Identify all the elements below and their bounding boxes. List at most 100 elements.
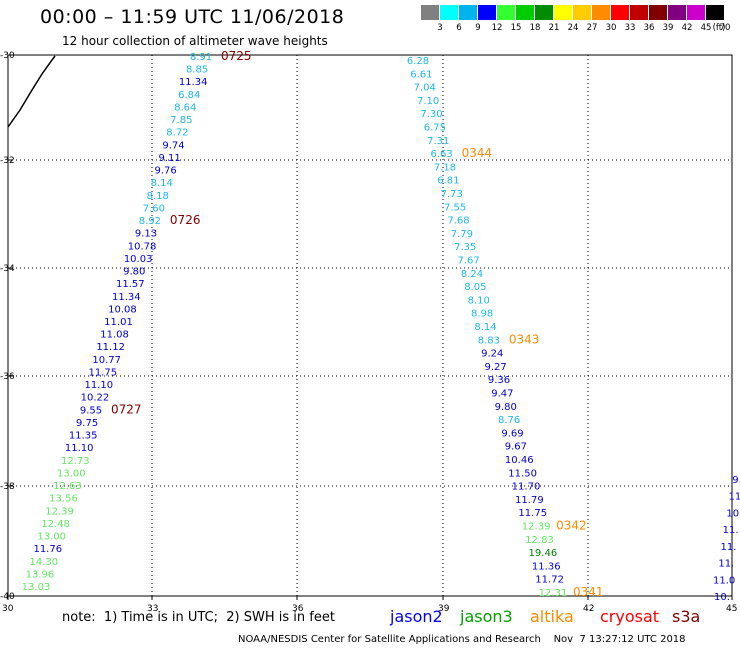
wave-height-value: 8.24 — [461, 269, 483, 280]
scale-label-3: 3 — [437, 23, 443, 33]
pass-time-label: 0343 — [509, 332, 540, 346]
scale-label-15: 15 — [510, 23, 522, 33]
wave-height-value: 10. — [714, 592, 730, 603]
scale-unit: (ft) — [712, 23, 726, 33]
wave-height-value: 12.39 — [45, 506, 74, 517]
scale-swatch-39 — [649, 5, 668, 20]
wave-height-value: 11.57 — [116, 279, 145, 290]
wave-height-value: 11. — [718, 559, 734, 570]
wave-height-value: 11.34 — [112, 292, 141, 303]
wave-height-value: 10.03 — [124, 254, 153, 265]
wave-height-value: 10.46 — [505, 455, 534, 466]
scale-label-39: 39 — [662, 23, 674, 33]
wave-height-value: 11 — [728, 492, 740, 503]
wave-height-value: 9.36 — [488, 375, 510, 386]
legend-jason3: jason3 — [460, 607, 513, 626]
scale-swatch-36 — [630, 5, 649, 20]
scale-swatch-30 — [592, 5, 611, 20]
wave-height-value: 11.36 — [532, 561, 561, 572]
wave-height-value: 10.08 — [108, 304, 137, 315]
wave-height-value: 11.12 — [96, 342, 125, 353]
legend-s3a: s3a — [672, 607, 701, 626]
wave-height-value: 9.47 — [491, 389, 513, 400]
wave-height-value: 9.75 — [76, 418, 98, 429]
wave-height-value: 13.00 — [37, 532, 66, 543]
wave-height-value: 9.69 — [501, 428, 523, 439]
pass-time-label: 0726 — [170, 213, 201, 227]
wave-height-value: 11.72 — [535, 575, 564, 586]
wave-height-value: 7.68 — [447, 216, 469, 227]
x-tick-label: 39 — [438, 604, 450, 614]
wave-height-value: 9.80 — [123, 267, 145, 278]
wave-height-value: 9.80 — [495, 402, 517, 413]
map-border — [7, 54, 733, 597]
wave-height-value: 7.10 — [417, 96, 439, 107]
wave-height-value: 11.75 — [88, 367, 117, 378]
wave-height-value: 8.05 — [464, 282, 486, 293]
wave-height-value: 11.75 — [518, 508, 547, 519]
wave-height-value: 9.76 — [155, 166, 177, 177]
wave-height-value: 8.14 — [474, 322, 496, 333]
wave-height-value: 19.46 — [529, 548, 558, 559]
scale-swatch-21 — [535, 5, 554, 20]
wave-height-value: 11.0 — [713, 575, 735, 586]
wave-height-value: 7.35 — [454, 242, 476, 253]
wave-height-value: 9.74 — [162, 140, 184, 151]
axis-ticks: 30 33 36 39 42 45 -30 -32 -34 -36 -38 -40 — [0, 51, 737, 614]
legend-cryosat: cryosat — [600, 607, 660, 626]
scale-label-30: 30 — [605, 23, 617, 33]
scale-label-27: 27 — [586, 23, 598, 33]
wave-height-value: 11.01 — [104, 317, 133, 328]
wave-height-value: 12.39 — [522, 522, 551, 533]
pass-time-label: 0727 — [111, 402, 142, 416]
legend-jason2: jason2 — [390, 607, 443, 626]
page-title: 00:00 – 11:59 UTC 11/06/2018 — [40, 6, 345, 28]
wave-height-value: 12.63 — [53, 481, 82, 492]
scale-label-42: 42 — [681, 23, 693, 33]
wave-height-value: 7.30 — [420, 109, 442, 120]
x-tick-label: 33 — [147, 604, 158, 614]
scale-label-33: 33 — [624, 23, 636, 33]
x-tick-label: 36 — [292, 604, 304, 614]
wave-height-value: 7.31 — [427, 136, 449, 147]
wave-height-value: 8.91 — [190, 52, 212, 63]
scale-label-24: 24 — [567, 23, 579, 33]
scale-label-21: 21 — [548, 23, 560, 33]
scale-swatch-18 — [516, 5, 535, 20]
scale-swatch-70 — [706, 5, 725, 20]
wave-height-value: 7.18 — [434, 162, 456, 173]
wave-height-value: 7.67 — [457, 256, 479, 267]
wave-height-value: 11.76 — [33, 544, 62, 555]
y-tick-label: -30 — [0, 51, 15, 61]
scale-label-36: 36 — [643, 23, 655, 33]
wave-height-value: 10.77 — [92, 355, 121, 366]
wave-height-value: 6.61 — [410, 69, 432, 80]
wave-height-value: 11.79 — [515, 495, 544, 506]
pass-time-label: 0341 — [573, 585, 604, 599]
wave-height-value: 7.73 — [441, 189, 463, 200]
wave-height-value: 7.04 — [414, 83, 436, 94]
wave-height-value: 11.35 — [69, 431, 98, 442]
wave-height-value: 6.84 — [178, 90, 200, 101]
scale-label-18: 18 — [529, 23, 541, 33]
wave-height-value: 12.83 — [525, 535, 554, 546]
page-subtitle: 12 hour collection of altimeter wave hei… — [62, 34, 328, 48]
wave-height-value: 12.73 — [61, 456, 90, 467]
y-tick-label: -32 — [0, 156, 15, 166]
scale-swatch-24 — [554, 5, 573, 20]
x-tick-label: 45 — [726, 604, 737, 614]
observation-labels: 8.918.8511.346.848.647.858.729.749.119.7… — [22, 49, 740, 603]
scale-label-6: 6 — [456, 23, 462, 33]
wave-height-value: 11. — [720, 542, 736, 553]
scale-label-45: 45 — [700, 23, 712, 33]
wave-height-value: 9.24 — [481, 349, 503, 360]
wave-height-value: 8.83 — [478, 335, 500, 346]
x-tick-label: 30 — [2, 604, 14, 614]
wave-height-value: 8.10 — [468, 295, 490, 306]
wave-height-value: 13.56 — [49, 494, 78, 505]
wave-height-value: 7.60 — [143, 203, 165, 214]
scale-swatch-45 — [687, 5, 706, 20]
wave-height-value: 13.03 — [22, 582, 51, 593]
scale-swatch-9 — [459, 5, 478, 20]
wave-height-value: 10.22 — [81, 393, 110, 404]
